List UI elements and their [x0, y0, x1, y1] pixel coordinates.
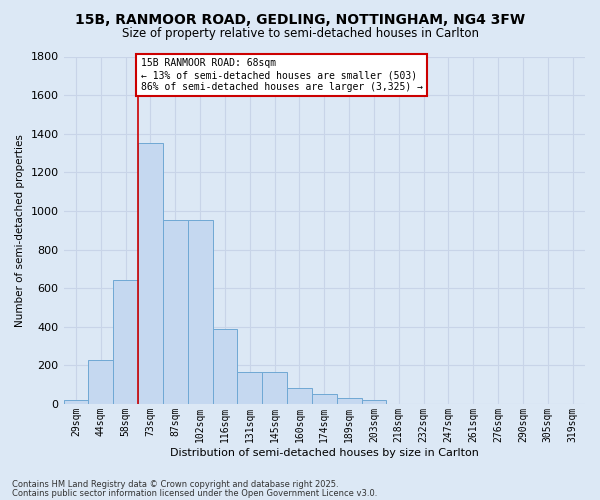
Bar — [88, 360, 113, 404]
Bar — [337, 398, 362, 404]
Bar — [138, 144, 163, 404]
Bar — [362, 400, 386, 404]
Text: Contains public sector information licensed under the Open Government Licence v3: Contains public sector information licen… — [12, 489, 377, 498]
Y-axis label: Number of semi-detached properties: Number of semi-detached properties — [15, 134, 25, 326]
Bar — [287, 388, 312, 404]
Bar — [238, 372, 262, 404]
Text: 15B RANMOOR ROAD: 68sqm
← 13% of semi-detached houses are smaller (503)
86% of s: 15B RANMOOR ROAD: 68sqm ← 13% of semi-de… — [140, 58, 422, 92]
Bar — [262, 372, 287, 404]
Text: 15B, RANMOOR ROAD, GEDLING, NOTTINGHAM, NG4 3FW: 15B, RANMOOR ROAD, GEDLING, NOTTINGHAM, … — [75, 12, 525, 26]
Bar — [163, 220, 188, 404]
Bar — [113, 280, 138, 404]
Bar — [188, 220, 212, 404]
X-axis label: Distribution of semi-detached houses by size in Carlton: Distribution of semi-detached houses by … — [170, 448, 479, 458]
Bar — [212, 328, 238, 404]
Bar — [64, 400, 88, 404]
Text: Contains HM Land Registry data © Crown copyright and database right 2025.: Contains HM Land Registry data © Crown c… — [12, 480, 338, 489]
Bar — [312, 394, 337, 404]
Text: Size of property relative to semi-detached houses in Carlton: Size of property relative to semi-detach… — [121, 28, 479, 40]
